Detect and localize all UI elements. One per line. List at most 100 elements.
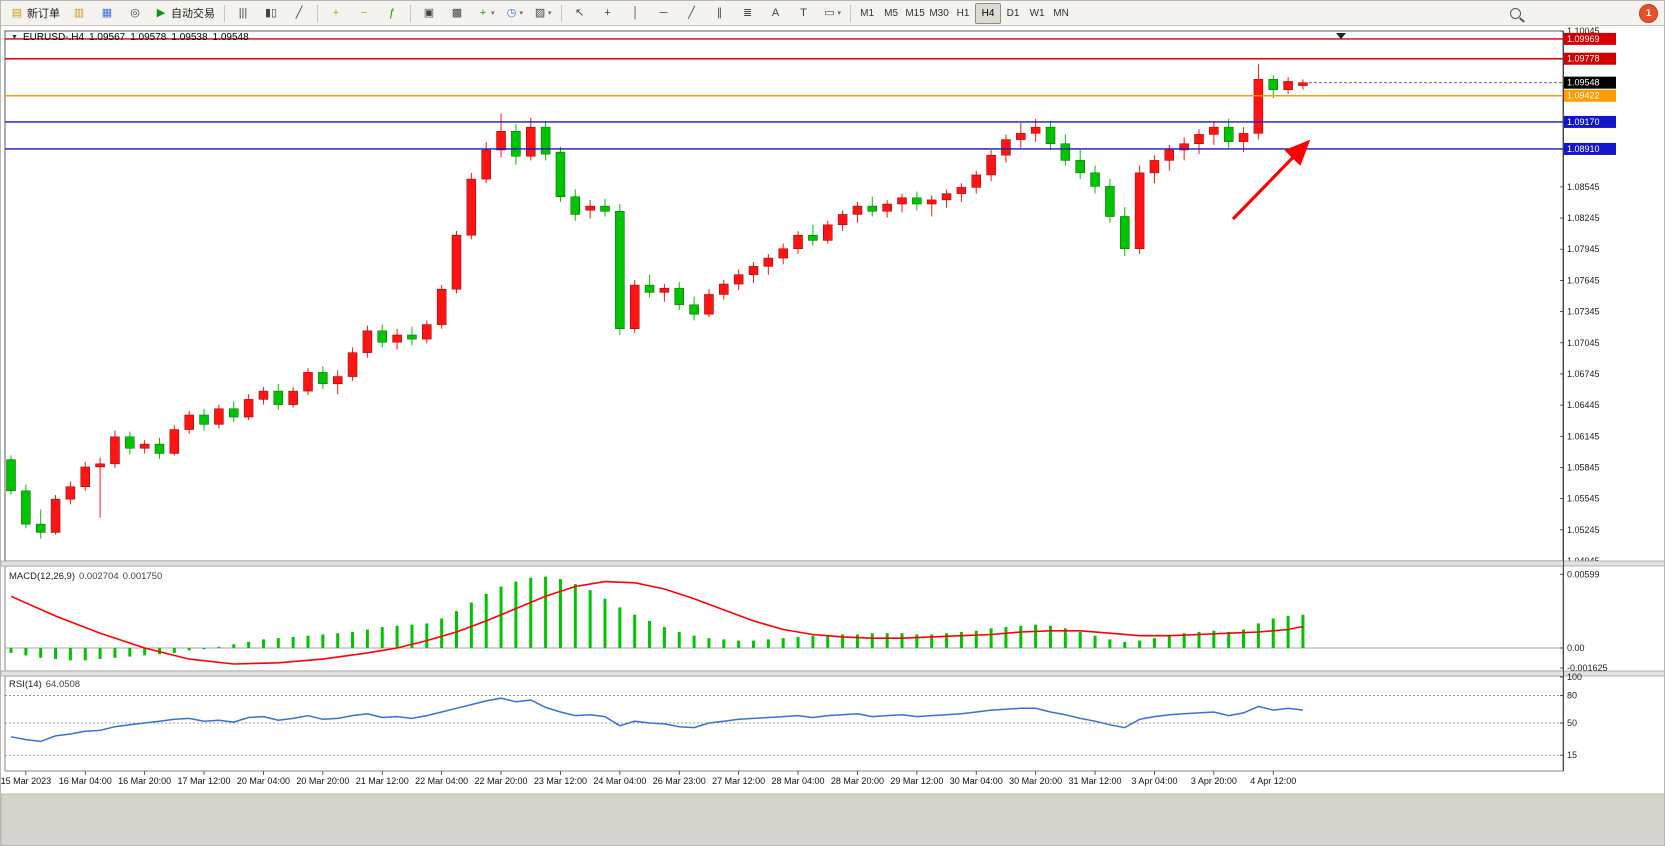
- notification-badge[interactable]: 1: [1639, 3, 1658, 23]
- candle-body: [1060, 143, 1071, 161]
- rsi-value: 64.0508: [45, 679, 81, 690]
- rsi-axis-tick: 50: [1567, 718, 1577, 728]
- candle-body: [793, 234, 803, 249]
- timeframe-m30-button[interactable]: M30: [929, 7, 949, 19]
- text-tool-button[interactable]: A: [763, 2, 789, 24]
- candle-body: [154, 443, 165, 454]
- macd-name: MACD(12,26,9): [9, 571, 75, 582]
- horizontal-line-button[interactable]: ─: [651, 2, 677, 24]
- candle-body: [392, 334, 402, 343]
- price-axis-tick: 1.07045: [1567, 338, 1600, 348]
- timeframe-d1-button[interactable]: D1: [1006, 7, 1020, 19]
- candle-body: [6, 459, 16, 492]
- zoom-in-button[interactable]: +: [323, 2, 349, 24]
- price-axis-tick: 1.07645: [1567, 275, 1600, 285]
- candle-body: [1238, 133, 1249, 142]
- timeframe-m5-button[interactable]: M5: [884, 7, 899, 19]
- toolbar: ▤ 新订单 ▥ ▦ ◎ ▶ 自动交易 ||| ▮▯ ╱ + − ƒ ▣ ▩ + …: [1, 1, 1664, 26]
- channel-button[interactable]: ∥: [707, 2, 733, 24]
- timeframe-m1-button[interactable]: M1: [860, 7, 875, 19]
- chart-canvas[interactable]: 1.10045 1.08545 1.08245 1.07945 1.07645 1.073…: [1, 26, 1665, 846]
- candle-body: [35, 523, 46, 533]
- pane-separator[interactable]: [1, 560, 1665, 567]
- rsi-axis-tick: 80: [1567, 690, 1577, 700]
- new-order-button[interactable]: ▤ 新订单: [6, 2, 64, 24]
- timeframe-w1-button[interactable]: W1: [1029, 7, 1045, 19]
- text-tool-icon: A: [771, 7, 780, 19]
- auto-trading-icon: ▶: [156, 7, 166, 19]
- chart-bars-button[interactable]: |||: [230, 2, 256, 24]
- new-order-icon: ▤: [11, 7, 23, 19]
- cascade-windows-button[interactable]: ▩: [444, 2, 470, 24]
- trend-arrow-annotation[interactable]: [1231, 139, 1311, 221]
- chart-shift-marker[interactable]: [1336, 33, 1346, 39]
- candle-body: [347, 352, 358, 377]
- chart-line-button[interactable]: ╱: [286, 2, 312, 24]
- candle-body: [436, 288, 447, 325]
- current-price-label: [1564, 76, 1616, 89]
- svg-text:1.08910: 1.08910: [1567, 144, 1600, 154]
- cursor-button[interactable]: ↖: [567, 2, 593, 24]
- indicator-list-button[interactable]: ƒ: [379, 2, 405, 24]
- candle-body: [986, 154, 996, 176]
- market-watch-button[interactable]: ▥: [66, 2, 92, 24]
- macd-signal-line: [10, 580, 1304, 665]
- crosshair-icon: +: [604, 7, 611, 19]
- navigator-button[interactable]: ◎: [122, 2, 148, 24]
- candle-body: [823, 224, 833, 241]
- timeframe-mn-button[interactable]: MN: [1053, 7, 1069, 19]
- timeframe-h4-button[interactable]: H4: [975, 2, 1002, 24]
- chart-area: 1.10045 1.08545 1.08245 1.07945 1.07645 1.073…: [1, 26, 1665, 846]
- ohlc-close: 1.09548: [212, 32, 249, 43]
- dropdown-arrow-icon: ▾: [519, 10, 524, 17]
- pane-separator[interactable]: [1, 670, 1665, 677]
- price-level-label: [1564, 32, 1616, 45]
- timeframe-m15-button[interactable]: M15: [905, 7, 925, 19]
- candle-body: [956, 187, 967, 194]
- add-indicator-button[interactable]: + ▾: [472, 2, 499, 24]
- rsi-line: [10, 697, 1304, 743]
- time-axis-label: 20 Mar 04:00: [237, 776, 290, 786]
- candle-body: [332, 376, 343, 385]
- candle-body: [65, 486, 76, 500]
- timeframe-h1-button[interactable]: H1: [956, 7, 970, 19]
- trendline-button[interactable]: ╱: [679, 2, 705, 24]
- svg-text:1.09778: 1.09778: [1567, 54, 1600, 64]
- macd-axis-tick: 0.00599: [1567, 569, 1600, 579]
- new-order-label: 新订单: [27, 8, 60, 20]
- time-axis-label: 24 Mar 04:00: [593, 776, 646, 786]
- templates-button[interactable]: ▨ ▾: [529, 2, 556, 24]
- candle-body: [318, 372, 328, 385]
- candle-body: [971, 174, 981, 188]
- periodicity-button[interactable]: ◷ ▾: [501, 2, 528, 24]
- symbol-dropdown-icon[interactable]: ▼: [11, 34, 18, 41]
- macd-pane: [4, 565, 1564, 672]
- zoom-out-button[interactable]: −: [351, 2, 377, 24]
- fibonacci-button[interactable]: ≣: [735, 2, 761, 24]
- vertical-line-button[interactable]: │: [623, 2, 649, 24]
- shapes-button[interactable]: ▭ ▾: [819, 2, 846, 24]
- search-icon[interactable]: [1510, 7, 1521, 19]
- macd-axis-tick: -0.001625: [1567, 663, 1608, 673]
- price-pane: [4, 30, 1564, 562]
- bar-chart-icon: |||: [238, 7, 248, 19]
- label-tool-button[interactable]: T: [791, 2, 817, 24]
- templates-icon: ▨: [534, 7, 546, 19]
- time-axis-label: 15 Mar 2023: [1, 776, 51, 786]
- rsi-axis-tick: 15: [1567, 750, 1577, 760]
- tile-windows-button[interactable]: ▣: [416, 2, 442, 24]
- candle-body: [526, 126, 536, 157]
- candle-body: [570, 196, 581, 215]
- chart-candles-button[interactable]: ▮▯: [258, 2, 284, 24]
- candle-body: [644, 284, 655, 293]
- candle-body: [1045, 126, 1056, 145]
- crosshair-button[interactable]: +: [595, 2, 621, 24]
- auto-trading-button[interactable]: ▶ 自动交易: [150, 2, 219, 24]
- price-axis-tick: 1.08245: [1567, 213, 1600, 223]
- shapes-icon: ▭: [824, 7, 835, 19]
- candle-body: [199, 414, 209, 425]
- candle-body: [1075, 160, 1085, 174]
- zoom-in-icon: +: [332, 7, 340, 19]
- data-window-button[interactable]: ▦: [94, 2, 120, 24]
